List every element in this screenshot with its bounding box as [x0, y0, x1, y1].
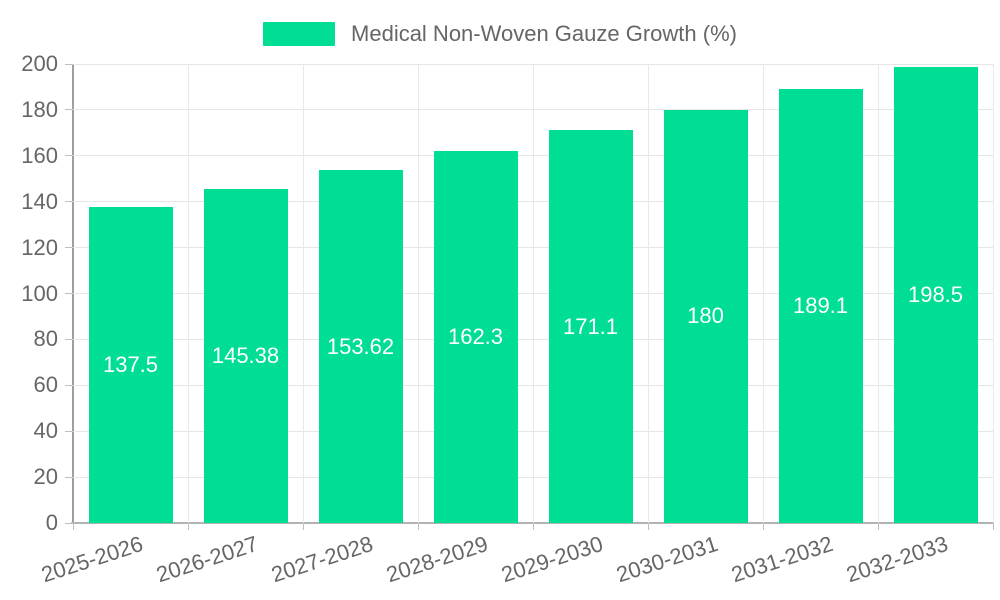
y-axis-tick [65, 63, 73, 65]
x-axis-tick-label: 2030-2031 [613, 531, 722, 588]
x-axis-tick [877, 523, 879, 530]
x-axis-tick-label: 2032-2033 [843, 531, 952, 588]
y-axis-tick-label: 20 [33, 464, 58, 490]
y-axis-tick [65, 338, 73, 340]
x-axis-tick-label: 2026-2027 [153, 531, 262, 588]
y-axis-tick [65, 293, 73, 294]
bar-2026-2027: 145.38 [203, 189, 288, 523]
x-axis-tick-label: 2029-2030 [498, 531, 607, 588]
y-axis-tick [65, 155, 73, 157]
x-axis-tick [187, 523, 189, 530]
y-axis-tick-label: 160 [21, 142, 58, 168]
x-gridline [302, 64, 304, 523]
legend-label: Medical Non-Woven Gauze Growth (%) [351, 21, 737, 46]
x-axis-tick [532, 523, 534, 530]
y-axis-tick-label: 0 [45, 510, 58, 535]
plot-area: 0 20 40 60 80 100 120 140 160 180 200 137.5 2025-202… [21, 51, 994, 587]
x-axis-tick [992, 523, 994, 530]
bar-value-label: 189.1 [792, 293, 849, 318]
bar-2027-2028: 153.62 [318, 170, 403, 523]
x-axis-tick [417, 523, 419, 530]
x-gridline [992, 64, 994, 523]
x-gridline [877, 64, 879, 523]
legend-item[interactable]: Medical Non-Woven Gauze Growth (%) [0, 21, 1000, 47]
x-axis-tick [302, 523, 304, 530]
x-gridline [532, 64, 534, 523]
x-axis-tick-label: 2027-2028 [268, 531, 377, 588]
x-gridline [187, 64, 189, 523]
y-axis-tick [65, 430, 73, 432]
x-axis-line [71, 522, 993, 524]
y-axis-tick-label: 40 [33, 418, 58, 444]
y-axis-tick-label: 200 [21, 51, 58, 76]
y-axis-tick-label: 100 [21, 280, 58, 306]
x-axis-tick-label: 2028-2029 [383, 531, 492, 588]
bar-2030-2031: 180 [663, 109, 748, 523]
bar-2025-2026: 137.5 [88, 207, 173, 523]
x-gridline [417, 64, 419, 523]
y-axis-tick [65, 247, 73, 249]
x-gridline [762, 64, 764, 523]
y-axis-tick [65, 522, 73, 524]
bar-2031-2032: 189.1 [778, 89, 863, 523]
x-axis-tick [647, 523, 649, 530]
bar-value-label: 180 [687, 303, 724, 329]
bar-value-label: 137.5 [102, 352, 159, 378]
y-axis-tick-label: 80 [33, 326, 58, 352]
x-axis-tick [72, 523, 74, 530]
x-gridline [647, 64, 649, 523]
y-axis-tick [65, 384, 73, 386]
bar-2032-2033: 198.5 [893, 67, 978, 523]
bar-value-label: 198.5 [907, 282, 964, 308]
y-axis-tick [65, 476, 73, 478]
bar-2028-2029: 162.3 [433, 150, 518, 523]
y-axis-tick [65, 201, 73, 203]
x-axis-tick [762, 523, 764, 530]
bar-value-label: 162.3 [447, 323, 504, 349]
bar-value-label: 153.62 [326, 333, 395, 359]
bar-2029-2030: 171.1 [548, 130, 633, 523]
y-axis-tick-label: 60 [33, 372, 58, 398]
bar-value-label: 145.38 [211, 343, 280, 369]
y-axis-tick-label: 140 [21, 188, 58, 214]
y-axis-tick [65, 109, 73, 111]
y-axis-tick-label: 120 [21, 234, 58, 260]
x-axis-tick-label: 2025-2026 [38, 531, 147, 588]
legend-swatch [263, 22, 336, 46]
x-axis-tick-label: 2031-2032 [728, 531, 837, 588]
bar-value-label: 171.1 [562, 313, 619, 339]
y-axis-tick-label: 180 [21, 96, 58, 122]
